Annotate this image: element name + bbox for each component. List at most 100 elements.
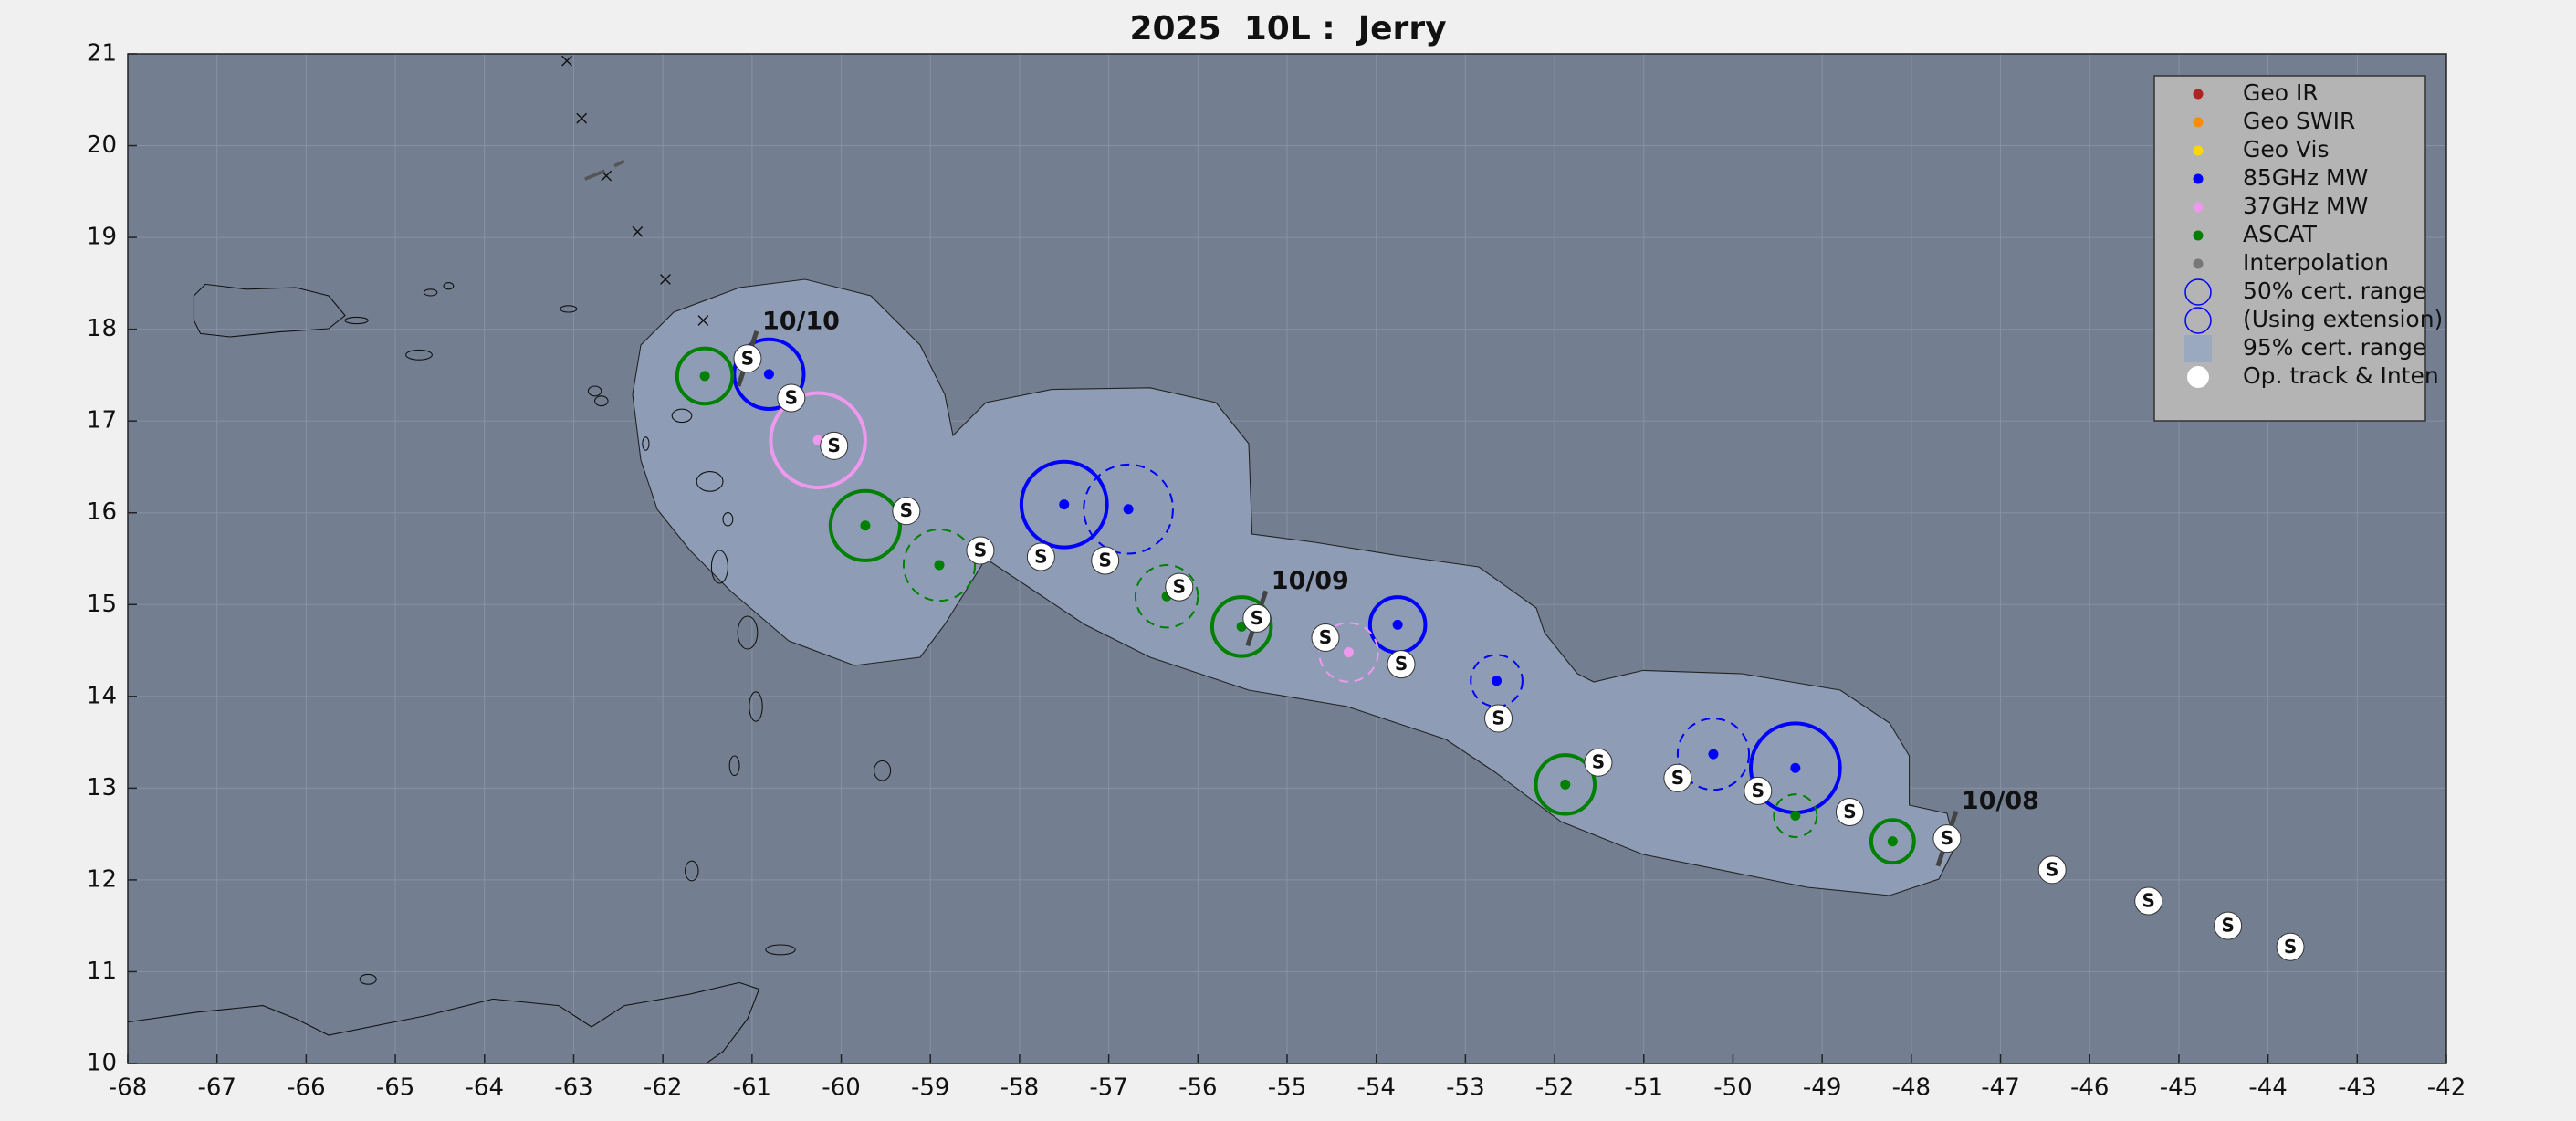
intensity-label: S bbox=[2046, 858, 2058, 880]
intensity-label: S bbox=[1034, 545, 1047, 567]
certainty-circle bbox=[1318, 622, 1379, 683]
track-point bbox=[1387, 650, 1416, 679]
island bbox=[722, 512, 734, 527]
fix-point bbox=[1790, 811, 1801, 822]
date-label: 10/08 bbox=[1962, 787, 2039, 815]
legend-marker bbox=[2193, 173, 2204, 184]
legend-marker bbox=[2184, 307, 2212, 334]
y-tick-label: 17 bbox=[87, 407, 117, 435]
intensity-label: S bbox=[1941, 827, 1953, 849]
legend-label: Geo Vis bbox=[2243, 136, 2330, 162]
legend-marker bbox=[2184, 335, 2212, 362]
date-label: 10/09 bbox=[1272, 567, 1349, 595]
certainty-circle bbox=[1083, 463, 1174, 555]
track-point bbox=[2276, 932, 2305, 961]
track-point bbox=[1584, 748, 1613, 777]
fix-point bbox=[1492, 676, 1503, 686]
island bbox=[560, 305, 578, 313]
x-tick-label: -54 bbox=[1356, 1074, 1395, 1102]
fix-point bbox=[1560, 779, 1571, 790]
track-bar bbox=[584, 159, 625, 181]
certainty-circle bbox=[1019, 459, 1109, 550]
date-label: 10/10 bbox=[762, 307, 840, 335]
x-tick-label: -46 bbox=[2070, 1074, 2109, 1102]
fix-point bbox=[1059, 499, 1070, 510]
legend-label: Geo SWIR bbox=[2243, 108, 2355, 134]
y-tick-label: 10 bbox=[87, 1050, 117, 1077]
intensity-label: S bbox=[1843, 801, 1856, 822]
legend-label: Op. track & Inten bbox=[2243, 362, 2439, 389]
island bbox=[765, 944, 796, 956]
y-tick-label: 11 bbox=[87, 958, 117, 985]
fix-point bbox=[763, 369, 774, 380]
fix-point bbox=[1343, 647, 1354, 658]
track-point bbox=[733, 344, 762, 373]
certainty-cone bbox=[632, 278, 1956, 896]
intensity-label: S bbox=[1492, 707, 1504, 728]
x-tick-label: -59 bbox=[911, 1074, 949, 1102]
fix-point bbox=[1708, 749, 1719, 760]
track-point bbox=[966, 536, 995, 565]
island bbox=[671, 408, 693, 424]
x-tick-label: -44 bbox=[2248, 1074, 2287, 1102]
certainty-circle bbox=[1209, 595, 1273, 658]
x-tick-label: -68 bbox=[109, 1074, 147, 1102]
track-point bbox=[1744, 776, 1773, 805]
x-tick-label: -66 bbox=[287, 1074, 325, 1102]
legend-marker bbox=[2193, 230, 2204, 241]
coastlines bbox=[128, 282, 892, 1064]
legend-marker bbox=[2193, 202, 2204, 213]
island bbox=[443, 282, 455, 290]
x-tick-label: -57 bbox=[1089, 1074, 1127, 1102]
track-point bbox=[1484, 704, 1513, 733]
island bbox=[749, 691, 763, 722]
x-tick-label: -51 bbox=[1625, 1074, 1663, 1102]
x-tick-label: -64 bbox=[466, 1074, 504, 1102]
x-tick-label: -58 bbox=[1000, 1074, 1039, 1102]
fix-point bbox=[1123, 504, 1134, 515]
intensity-label: S bbox=[1173, 576, 1186, 598]
x-tick-label: -42 bbox=[2427, 1074, 2466, 1102]
intensity-label: S bbox=[1319, 626, 1332, 648]
intensity-label: S bbox=[1395, 653, 1408, 675]
intensity-label: S bbox=[974, 539, 987, 560]
legend-label: 50% cert. range bbox=[2243, 278, 2426, 304]
island bbox=[344, 316, 369, 325]
x-tick-label: -60 bbox=[822, 1074, 860, 1102]
certainty-circle bbox=[1470, 654, 1524, 708]
past-markers bbox=[561, 55, 709, 326]
legend-label: 85GHz MW bbox=[2243, 164, 2368, 191]
certainty-circle bbox=[675, 346, 735, 406]
island bbox=[737, 615, 759, 650]
island bbox=[642, 436, 650, 451]
island bbox=[728, 755, 740, 777]
track-point bbox=[820, 431, 849, 460]
x-tick-label: -53 bbox=[1446, 1074, 1484, 1102]
legend-box bbox=[2153, 75, 2426, 422]
intensity-label: S bbox=[1671, 767, 1684, 789]
legend-label: 37GHz MW bbox=[2243, 193, 2368, 219]
x-tick-label: -65 bbox=[376, 1074, 414, 1102]
track-point bbox=[1242, 603, 1272, 633]
certainty-circle bbox=[1534, 753, 1597, 816]
cone bbox=[632, 278, 1956, 896]
chart-title: 2025 10L : Jerry bbox=[1129, 10, 1446, 47]
track-point bbox=[777, 383, 806, 413]
island bbox=[696, 471, 724, 492]
x-tick-label: -56 bbox=[1178, 1074, 1217, 1102]
intensity-label: S bbox=[2284, 936, 2297, 958]
track-point bbox=[1026, 542, 1055, 571]
track-point bbox=[1835, 798, 1864, 827]
legend-marker bbox=[2193, 117, 2204, 128]
legend-label: Interpolation bbox=[2243, 249, 2389, 276]
intensity-label: S bbox=[900, 499, 913, 521]
fix-point bbox=[1392, 619, 1403, 630]
certainty-circle bbox=[1676, 718, 1751, 791]
fix-point bbox=[699, 371, 710, 382]
x-tick-label: -43 bbox=[2338, 1074, 2376, 1102]
certainty-circle bbox=[1869, 818, 1916, 865]
x-tick-label: -47 bbox=[1981, 1074, 2019, 1102]
coastline bbox=[128, 981, 760, 1064]
x-tick-label: -67 bbox=[197, 1074, 236, 1102]
